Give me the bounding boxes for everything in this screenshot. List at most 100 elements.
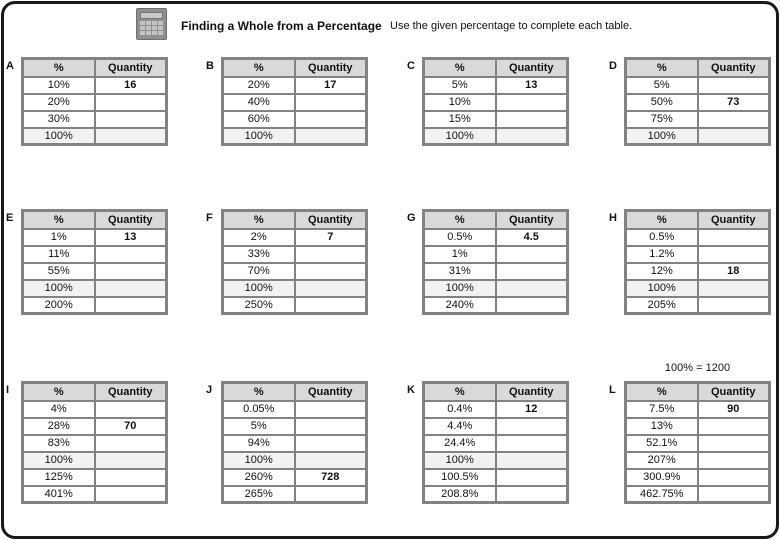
table-row: 10% 16 [21,75,168,95]
quantity-cell-empty [293,126,368,146]
percent-column-header: % [21,209,96,230]
quantity-cell-empty [696,109,771,129]
quantity-column-header: Quantity [93,381,168,402]
percent-cell: 52.1% [624,433,699,453]
table-row: 200% [21,295,168,315]
quantity-cell: 12 [494,399,569,419]
percent-cell: 20% [21,92,96,112]
quantity-cell-empty [696,227,771,247]
percent-cell: 7.5% [624,399,699,419]
table-label: D [609,60,617,72]
calculator-key [146,26,151,30]
table-row: 60% [221,109,368,129]
quantity-cell-empty [93,433,168,453]
table-row: 20% [21,92,168,112]
quantity-cell: 70 [93,416,168,436]
percent-cell: 10% [21,75,96,95]
percent-column-header: % [221,381,296,402]
quantity-cell-empty [293,416,368,436]
quantity-column-header: Quantity [293,57,368,78]
quantity-column-header: Quantity [93,57,168,78]
table-row: 0.4% 12 [422,399,569,419]
table-row: 75% [624,109,771,129]
table-label: H [609,212,617,224]
quantity-cell-empty [494,295,569,315]
quantity-cell-empty [494,433,569,453]
table-row: 207% [624,450,771,470]
percent-quantity-table: % Quantity 10% 16 20% 30% 100% [21,57,168,146]
table-row: 55% [21,261,168,281]
percent-cell: 265% [221,484,296,504]
quantity-cell-empty [93,484,168,504]
quantity-column-header: Quantity [696,209,771,230]
percent-cell: 125% [21,467,96,487]
quantity-cell-empty [696,416,771,436]
percent-table-block-c: C% Quantity 5% 13 10% 15% 100% [407,57,569,146]
table-row: 13% [624,416,771,436]
table-row: 401% [21,484,168,504]
table-row: 2% 7 [221,227,368,247]
quantity-column-header: Quantity [293,209,368,230]
percent-quantity-table: % Quantity 7.5% 90 13% 52.1% 207% 300.9% 462.75% [624,381,771,504]
percent-cell: 83% [21,433,96,453]
percent-table-block-b: B% Quantity 20% 17 40% 60% 100% [206,57,368,146]
table-row: 52.1% [624,433,771,453]
percent-cell: 13% [624,416,699,436]
table-row: 100% [422,278,569,298]
percent-column-header: % [624,57,699,78]
percent-table-block-d: D% Quantity 5% 50% 73 75% 100% [609,57,771,146]
quantity-cell-empty [93,450,168,470]
quantity-cell-empty [696,295,771,315]
table-row: 4% [21,399,168,419]
percent-cell: 5% [422,75,497,95]
percent-column-header: % [422,209,497,230]
table-row: 83% [21,433,168,453]
percent-cell: 5% [221,416,296,436]
table-row: 462.75% [624,484,771,504]
percent-cell: 60% [221,109,296,129]
table-row: 100% [422,450,569,470]
quantity-cell: 13 [494,75,569,95]
table-row: 250% [221,295,368,315]
table-label: E [6,212,14,224]
calculator-keys [140,21,163,35]
quantity-cell: 4.5 [494,227,569,247]
table-label: J [206,384,213,396]
quantity-cell-empty [494,467,569,487]
quantity-column-header: Quantity [494,209,569,230]
percent-cell: 28% [21,416,96,436]
quantity-cell-empty [293,261,368,281]
percent-cell: 10% [422,92,497,112]
calculator-screen [140,12,163,19]
percent-quantity-table: % Quantity 5% 50% 73 75% 100% [624,57,771,146]
percent-cell: 300.9% [624,467,699,487]
table-row: 208.8% [422,484,569,504]
table-row: 70% [221,261,368,281]
percent-cell: 100% [624,126,699,146]
table-row: 100% [422,126,569,146]
percent-cell: 12% [624,261,699,281]
percent-cell: 100% [21,450,96,470]
table-row: 100% [624,126,771,146]
table-row: 240% [422,295,569,315]
percent-cell: 20% [221,75,296,95]
quantity-cell-empty [696,484,771,504]
table-row: 1% [422,244,569,264]
quantity-cell-empty [93,109,168,129]
percent-cell: 100.5% [422,467,497,487]
percent-cell: 50% [624,92,699,112]
percent-cell: 2% [221,227,296,247]
table-row: 100% [624,278,771,298]
quantity-cell-empty [494,261,569,281]
percent-column-header: % [221,209,296,230]
table-label: A [6,60,14,72]
quantity-cell-empty [696,467,771,487]
table-row: 11% [21,244,168,264]
percent-table-block-k: K% Quantity 0.4% 12 4.4% 24.4% 100% 100.5% 208.8… [407,381,569,504]
percent-cell: 250% [221,295,296,315]
table-row: 100% [21,450,168,470]
quantity-cell-empty [93,399,168,419]
quantity-cell-empty [494,416,569,436]
percent-cell: 24.4% [422,433,497,453]
percent-cell: 100% [624,278,699,298]
